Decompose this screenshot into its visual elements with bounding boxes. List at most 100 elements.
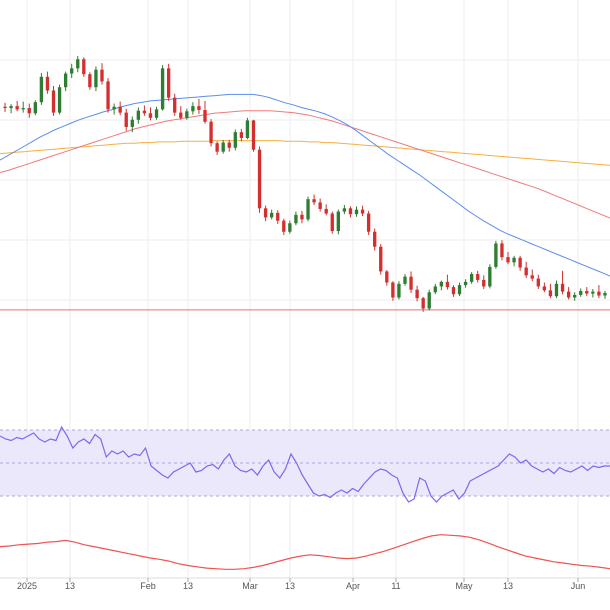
- candle-69: [421, 296, 425, 312]
- candle-body: [112, 106, 116, 110]
- candle-body: [342, 208, 347, 212]
- candle-27: [166, 63, 171, 101]
- candle-64: [391, 281, 395, 301]
- candle-15: [94, 66, 98, 92]
- x-tick-label: Feb: [140, 581, 156, 591]
- x-tick-label: May: [455, 581, 473, 591]
- candle-7: [45, 71, 50, 94]
- candle-body: [488, 266, 492, 287]
- candle-body: [276, 212, 280, 221]
- candle-75: [457, 282, 462, 297]
- candle-31: [191, 102, 195, 115]
- candle-body: [463, 281, 468, 286]
- candle-body: [500, 243, 504, 258]
- candle-body: [124, 112, 128, 127]
- candle-71: [433, 283, 437, 295]
- candle-82: [500, 240, 504, 261]
- candle-83: [506, 251, 510, 265]
- candle-body: [27, 108, 31, 114]
- candle-42: [257, 146, 262, 213]
- candle-80: [488, 264, 492, 289]
- candle-78: [476, 270, 480, 283]
- candle-91: [554, 280, 559, 299]
- candle-body: [118, 106, 122, 113]
- candle-73: [445, 274, 450, 290]
- candle-body: [548, 290, 553, 297]
- candle-24: [148, 107, 153, 121]
- candle-18: [112, 103, 116, 115]
- candle-body: [203, 110, 207, 122]
- candle-0: [3, 102, 7, 112]
- candle-70: [427, 289, 431, 311]
- x-tick-label: 13: [183, 581, 193, 591]
- candle-body: [148, 113, 153, 118]
- candle-20: [124, 108, 128, 131]
- candle-body: [209, 121, 213, 144]
- candle-26: [160, 65, 165, 111]
- candle-body: [457, 285, 462, 295]
- candle-body: [191, 106, 195, 112]
- candle-65: [397, 281, 401, 300]
- candle-body: [300, 214, 304, 220]
- candle-11: [70, 63, 74, 79]
- candle-body: [130, 119, 134, 127]
- candle-39: [239, 128, 244, 142]
- candle-23: [142, 105, 147, 116]
- candle-92: [560, 270, 565, 295]
- candle-85: [518, 255, 522, 271]
- candle-88: [536, 274, 540, 290]
- candle-body: [15, 106, 19, 110]
- candle-55: [336, 209, 340, 235]
- candle-14: [88, 72, 92, 90]
- candle-body: [94, 69, 98, 88]
- candle-body: [597, 291, 601, 296]
- x-tick-label: 13: [65, 581, 75, 591]
- candle-84: [512, 255, 516, 267]
- candle-99: [603, 290, 607, 299]
- candle-89: [542, 282, 547, 293]
- candle-33: [203, 100, 207, 124]
- candle-48: [294, 211, 298, 226]
- candle-6: [39, 72, 44, 105]
- candle-44: [270, 209, 274, 220]
- candle-body: [385, 271, 389, 283]
- candle-46: [282, 218, 286, 235]
- candle-body: [421, 298, 425, 309]
- candle-9: [57, 84, 62, 115]
- candle-body: [318, 202, 322, 209]
- x-tick-label: 2025: [17, 581, 37, 591]
- ma-mid-line: [0, 110, 610, 219]
- candle-body: [603, 292, 607, 296]
- candle-body: [512, 257, 516, 263]
- candle-79: [482, 275, 486, 290]
- candle-29: [179, 106, 183, 120]
- candle-97: [591, 289, 595, 298]
- candle-16: [100, 63, 104, 85]
- candle-66: [403, 274, 407, 286]
- candle-body: [439, 281, 444, 287]
- candle-68: [415, 285, 419, 302]
- candle-body: [391, 282, 395, 298]
- candle-3: [21, 101, 25, 113]
- candle-86: [524, 261, 528, 278]
- candle-body: [45, 76, 50, 91]
- candle-body: [415, 289, 419, 299]
- rsi-panel: [0, 425, 610, 503]
- candle-body: [348, 208, 353, 215]
- candle-19: [118, 101, 122, 116]
- candle-40: [245, 117, 250, 140]
- lower-indicator-line: [0, 534, 610, 570]
- candle-body: [476, 274, 480, 280]
- candle-93: [566, 287, 571, 300]
- candle-body: [306, 199, 310, 220]
- candle-body: [373, 231, 377, 247]
- candle-25: [154, 106, 159, 120]
- candle-body: [379, 246, 383, 272]
- candle-95: [579, 288, 583, 297]
- candle-body: [360, 209, 365, 214]
- candle-body: [9, 106, 13, 109]
- candle-body: [542, 286, 547, 291]
- candle-28: [173, 93, 177, 116]
- candle-87: [530, 269, 534, 282]
